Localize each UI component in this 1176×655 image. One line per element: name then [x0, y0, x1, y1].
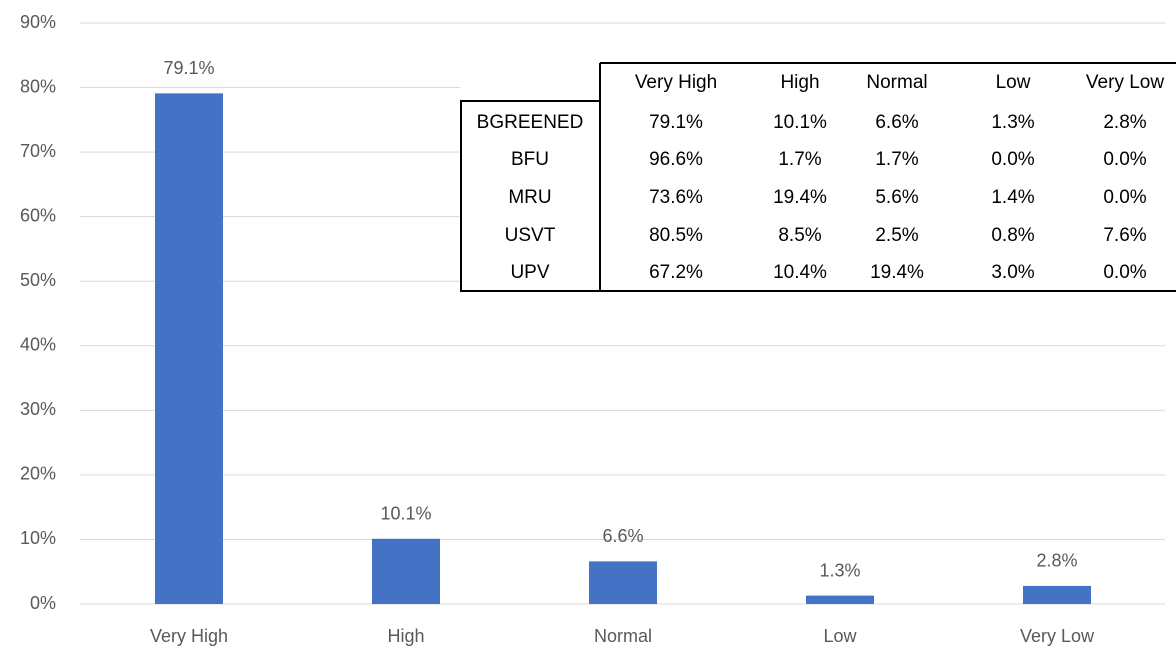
table-cell: 19.4%	[773, 187, 827, 208]
table-column-header: Very Low	[1086, 72, 1164, 93]
table-cell: 0.0%	[1103, 262, 1146, 283]
table-cell: 1.3%	[991, 112, 1034, 133]
table-cell: 0.0%	[1103, 149, 1146, 170]
table-row-header: UPV	[510, 262, 549, 283]
data-label: 1.3%	[819, 560, 860, 580]
table-column-header: Normal	[866, 72, 927, 93]
table-background	[460, 62, 1176, 292]
table-column-header: Low	[996, 72, 1031, 93]
data-label: 2.8%	[1036, 551, 1077, 571]
data-label: 6.6%	[602, 526, 643, 546]
table-cell: 1.7%	[875, 149, 918, 170]
table-row-header: USVT	[505, 225, 556, 246]
x-tick-label: High	[387, 626, 424, 646]
y-tick-label: 0%	[30, 593, 56, 613]
table-cell: 2.5%	[875, 225, 918, 246]
x-tick-label: Very High	[150, 626, 228, 646]
y-tick-label: 80%	[20, 76, 56, 96]
table-cell: 79.1%	[649, 112, 703, 133]
y-tick-label: 60%	[20, 205, 56, 225]
table-cell: 3.0%	[991, 262, 1034, 283]
table-cell: 0.8%	[991, 225, 1034, 246]
bar	[155, 93, 223, 605]
table-cell: 19.4%	[870, 262, 924, 283]
bar	[372, 538, 440, 604]
bar	[806, 595, 874, 604]
table-cell: 1.7%	[778, 149, 821, 170]
table-cell: 80.5%	[649, 225, 703, 246]
table-row-header: MRU	[508, 187, 551, 208]
x-tick-label: Very Low	[1020, 626, 1095, 646]
table-cell: 8.5%	[778, 225, 821, 246]
table-cell: 0.0%	[991, 149, 1034, 170]
bar	[589, 561, 657, 604]
y-tick-label: 10%	[20, 528, 56, 548]
table-column-header: High	[780, 72, 819, 93]
table-cell: 67.2%	[649, 262, 703, 283]
x-tick-label: Low	[823, 626, 857, 646]
table-cell: 1.4%	[991, 187, 1034, 208]
table-cell: 2.8%	[1103, 112, 1146, 133]
table-cell: 0.0%	[1103, 187, 1146, 208]
table-cell: 5.6%	[875, 187, 918, 208]
y-tick-label: 70%	[20, 141, 56, 161]
table-cell: 96.6%	[649, 149, 703, 170]
y-tick-label: 30%	[20, 399, 56, 419]
table-row-header: BFU	[511, 149, 549, 170]
table-column-header: Very High	[635, 72, 717, 93]
data-label: 79.1%	[163, 58, 214, 78]
table-cell: 10.1%	[773, 112, 827, 133]
x-tick-label: Normal	[594, 626, 652, 646]
y-tick-label: 20%	[20, 464, 56, 484]
data-label: 10.1%	[380, 504, 431, 524]
table-cell: 10.4%	[773, 262, 827, 283]
table-cell: 73.6%	[649, 187, 703, 208]
y-tick-label: 40%	[20, 335, 56, 355]
y-tick-label: 50%	[20, 270, 56, 290]
y-tick-label: 90%	[20, 12, 56, 32]
table-row-header: BGREENED	[477, 112, 584, 133]
table-cell: 7.6%	[1103, 225, 1146, 246]
bar	[1023, 585, 1091, 604]
table-cell: 6.6%	[875, 112, 918, 133]
